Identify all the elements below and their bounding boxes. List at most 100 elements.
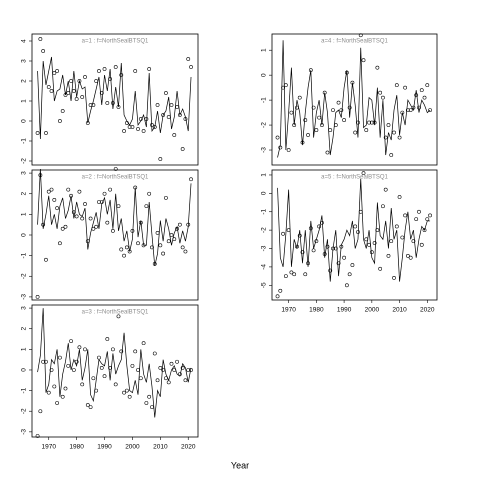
data-point [425, 217, 430, 221]
data-point [180, 366, 185, 370]
y-tick-label: -2 [21, 158, 28, 164]
data-point [422, 95, 427, 100]
data-point [361, 171, 366, 176]
data-point [99, 200, 104, 204]
data-point [147, 67, 152, 71]
x-tick-label: 1980 [309, 307, 324, 314]
data-point [183, 117, 188, 121]
data-point [133, 69, 138, 73]
y-tick-label: -3 [21, 429, 28, 435]
y-tick-label: -2 [261, 122, 268, 128]
data-point [97, 355, 101, 360]
panel-frame [271, 33, 438, 166]
data-point [97, 200, 101, 204]
data-point [150, 245, 154, 250]
data-point [85, 239, 90, 244]
data-point [113, 167, 118, 171]
data-point [389, 239, 394, 244]
data-point [152, 351, 157, 356]
data-point [46, 390, 51, 395]
data-point [353, 224, 358, 229]
data-point [364, 237, 369, 242]
data-point [35, 434, 40, 438]
data-point [289, 270, 294, 275]
data-point [52, 198, 57, 202]
data-point [428, 108, 432, 113]
data-point [408, 108, 413, 113]
data-point [306, 133, 310, 137]
data-point [372, 241, 377, 245]
data-point [353, 130, 358, 135]
data-point [94, 224, 99, 229]
data-point [378, 266, 383, 271]
data-point [66, 91, 71, 95]
data-point [91, 376, 96, 381]
data-point [99, 366, 104, 370]
data-point [275, 135, 280, 140]
panel-frame [31, 304, 199, 438]
data-point [91, 103, 96, 107]
data-point [41, 222, 46, 227]
data-point [116, 204, 121, 209]
data-point [378, 90, 383, 95]
data-point [83, 75, 87, 79]
data-point [66, 363, 71, 368]
x-tick-label: 1970 [281, 307, 296, 314]
data-point [375, 65, 380, 70]
data-point [278, 145, 283, 150]
data-point [164, 376, 168, 381]
data-point [411, 105, 416, 110]
data-point [141, 129, 146, 133]
data-point [281, 85, 285, 90]
data-point [286, 228, 291, 233]
data-point [85, 121, 90, 125]
data-point [161, 368, 166, 372]
y-tick-label: -3 [261, 147, 268, 153]
data-point [295, 105, 299, 110]
data-point [127, 394, 132, 399]
x-tick-label: 2000 [365, 307, 380, 314]
data-point [144, 117, 149, 121]
data-point [278, 288, 283, 293]
data-point [46, 85, 51, 89]
y-tick-label: -1 [261, 97, 268, 103]
data-point [392, 130, 396, 135]
data-point [71, 368, 76, 372]
y-tick-label: 0 [261, 73, 268, 77]
series-line [277, 178, 431, 282]
y-tick-label: -2 [21, 408, 28, 414]
data-point [177, 113, 182, 117]
data-point [155, 231, 160, 235]
data-point [138, 220, 143, 225]
data-point [130, 228, 135, 233]
data-point [69, 79, 73, 83]
data-point [74, 97, 79, 101]
data-point [102, 374, 107, 379]
data-point [57, 241, 62, 246]
panel-title: a=3 : f=NorthSealBTSQ1 [82, 310, 149, 316]
data-point [283, 274, 288, 278]
data-point [136, 127, 140, 131]
data-point [119, 247, 124, 252]
data-point [317, 224, 322, 229]
data-point [99, 91, 104, 95]
data-point [369, 250, 374, 255]
data-point [158, 243, 163, 248]
x-tick-label: 2010 [153, 444, 168, 451]
data-point [77, 79, 82, 83]
data-point [325, 150, 330, 155]
y-tick-label: 1 [261, 173, 268, 177]
series-line [37, 308, 192, 418]
data-point [94, 79, 99, 83]
data-point [88, 405, 93, 409]
data-point [44, 359, 48, 364]
x-tick-label: 2020 [181, 444, 196, 451]
x-tick-label: 1990 [97, 444, 112, 451]
data-point [169, 103, 174, 107]
data-point [183, 378, 188, 383]
data-point [342, 118, 347, 122]
data-point [141, 243, 146, 248]
data-point [347, 272, 352, 277]
